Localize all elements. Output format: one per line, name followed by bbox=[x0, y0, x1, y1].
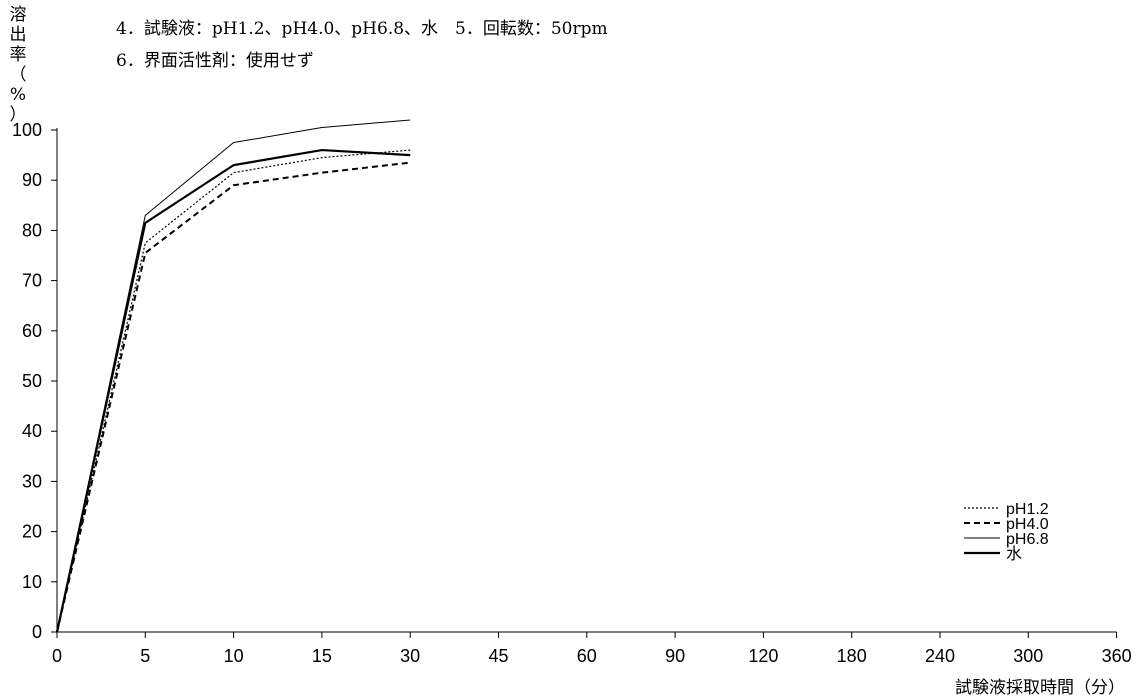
y-tick-label: 0 bbox=[32, 622, 42, 642]
x-tick-label: 300 bbox=[1013, 646, 1043, 666]
y-tick-label: 60 bbox=[22, 321, 42, 341]
y-tick-label: 70 bbox=[22, 271, 42, 291]
x-tick-label: 15 bbox=[312, 646, 332, 666]
series-line-3 bbox=[56, 119, 411, 633]
x-tick-label: 0 bbox=[52, 646, 62, 666]
y-axis-title: 溶出率（%） bbox=[10, 5, 27, 125]
x-tick-label: 240 bbox=[925, 646, 955, 666]
y-tick-label: 80 bbox=[22, 220, 42, 240]
test-condition-line-1: 4．試験液：pH1.2、pH4.0、pH6.8、水 5．回転数：50rpm bbox=[116, 19, 608, 39]
legend-label: pH1.2 bbox=[1006, 501, 1049, 518]
y-tick-label: 90 bbox=[22, 170, 42, 190]
test-condition-line-2: 6．界面活性剤：使用せず bbox=[116, 51, 314, 71]
x-axis-title: 試験液採取時間（分） bbox=[955, 678, 1125, 698]
y-tick-label: 20 bbox=[22, 522, 42, 542]
y-tick-label: 40 bbox=[22, 421, 42, 441]
y-tick-label: 50 bbox=[22, 371, 42, 391]
x-tick-label: 60 bbox=[577, 646, 597, 666]
legend-label: pH6.8 bbox=[1006, 531, 1049, 548]
x-tick-label: 45 bbox=[488, 646, 508, 666]
y-tick-label: 10 bbox=[22, 572, 42, 592]
series-line-4 bbox=[55, 148, 411, 633]
x-tick-label: 120 bbox=[748, 646, 778, 666]
series-line-2 bbox=[56, 161, 411, 633]
x-tick-label: 360 bbox=[1102, 646, 1132, 666]
x-tick-label: 30 bbox=[400, 646, 420, 666]
x-tick-label: 5 bbox=[140, 646, 150, 666]
legend-label: 水 bbox=[1006, 545, 1022, 563]
x-tick-label: 90 bbox=[665, 646, 685, 666]
y-tick-label: 30 bbox=[22, 471, 42, 491]
y-tick-label: 100 bbox=[12, 120, 42, 140]
x-tick-label: 10 bbox=[224, 646, 244, 666]
x-tick-label: 180 bbox=[837, 646, 867, 666]
series-line-1 bbox=[56, 149, 411, 633]
legend-label: pH4.0 bbox=[1006, 516, 1049, 533]
